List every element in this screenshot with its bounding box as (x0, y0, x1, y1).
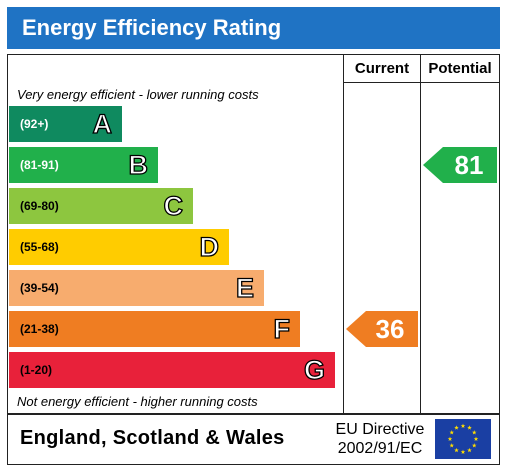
band-range-label: (69-80) (20, 199, 59, 213)
eu-star-icon (454, 447, 459, 453)
directive-line-2: 2002/91/EC (337, 440, 423, 457)
band-letter-label: D (199, 231, 220, 262)
directive-line-1: EU Directive (335, 421, 425, 438)
band-b: (81-91) B (9, 147, 158, 183)
band-letter-label: B (128, 149, 149, 180)
band-d: (55-68) D (9, 229, 229, 265)
potential-column-header: Potential (428, 60, 492, 77)
eu-star-icon (471, 430, 477, 435)
eu-star-icon (460, 449, 466, 454)
potential-column-divider (420, 55, 421, 414)
band-range-label: (39-54) (20, 281, 59, 295)
current-column-divider (343, 55, 344, 414)
current-rating-value: 36 (375, 314, 405, 344)
current-arrow-shape (346, 311, 418, 347)
band-range-label: (92+) (20, 117, 49, 131)
band-e: (39-54) E (9, 270, 264, 306)
eu-star-icon (447, 436, 453, 441)
eu-star-icon (467, 447, 472, 453)
eu-star-icon (454, 425, 459, 430)
eu-star-icon (467, 425, 472, 430)
eu-flag-icon (435, 419, 491, 459)
band-g: (1-20) G (9, 352, 335, 388)
band-range-label: (21-38) (20, 322, 59, 336)
band-letter-label: A (92, 108, 113, 139)
band-letter-label: G (303, 354, 325, 385)
top-note: Very energy efficient - lower running co… (17, 87, 259, 102)
eu-directive: EU Directive 2002/91/EC (330, 420, 430, 458)
page-title: Energy Efficiency Rating (22, 15, 282, 40)
header-divider (343, 82, 499, 83)
eu-star-icon (449, 430, 455, 435)
eu-star-icon (473, 436, 479, 441)
country-label: England, Scotland & Wales (20, 427, 285, 449)
band-f: (21-38) F (9, 311, 300, 347)
band-letter-label: E (235, 272, 254, 303)
eu-star-icon (471, 443, 477, 448)
band-c: (69-80) C (9, 188, 193, 224)
potential-arrow-shape (423, 147, 497, 183)
rating-table: Current Potential Very energy efficient … (7, 54, 500, 415)
band-a: (92+) A (9, 106, 122, 142)
band-range-label: (55-68) (20, 240, 59, 254)
header-bar: Energy Efficiency Rating (7, 7, 500, 49)
bottom-note: Not energy efficient - higher running co… (17, 394, 258, 409)
potential-rating-arrow: 81 (423, 147, 497, 183)
current-rating-arrow: 36 (346, 311, 418, 347)
band-letter-label: C (163, 190, 184, 221)
footer: England, Scotland & Wales EU Directive 2… (7, 413, 500, 465)
band-range-label: (1-20) (20, 363, 53, 377)
current-column-header: Current (354, 60, 410, 77)
band-letter-label: F (273, 313, 291, 344)
potential-rating-value: 81 (454, 150, 484, 180)
eu-star-icon (460, 423, 466, 428)
eu-star-icon (449, 443, 455, 448)
band-range-label: (81-91) (20, 158, 59, 172)
